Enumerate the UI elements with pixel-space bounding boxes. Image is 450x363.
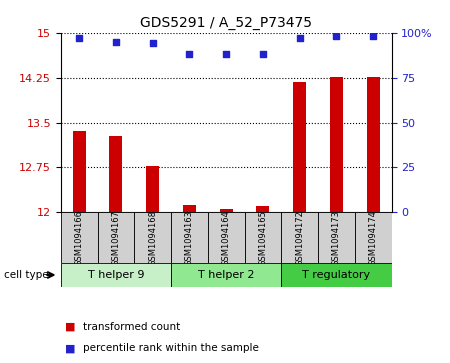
Bar	[146, 166, 159, 212]
Text: cell type: cell type	[4, 270, 49, 280]
Bar	[183, 205, 196, 212]
Text: GSM1094174: GSM1094174	[369, 210, 378, 266]
Bar	[61, 263, 171, 287]
Point	[296, 35, 303, 41]
Bar	[318, 212, 355, 263]
Text: GSM1094166: GSM1094166	[75, 210, 84, 266]
Text: T helper 9: T helper 9	[88, 270, 144, 280]
Point	[333, 33, 340, 39]
Bar	[355, 212, 392, 263]
Text: T regulatory: T regulatory	[302, 270, 370, 280]
Point	[186, 51, 193, 57]
Text: GSM1094167: GSM1094167	[112, 210, 121, 266]
Text: GSM1094173: GSM1094173	[332, 210, 341, 266]
Bar	[73, 131, 86, 212]
Text: GSM1094163: GSM1094163	[185, 210, 194, 266]
Bar	[171, 212, 208, 263]
Bar	[134, 212, 171, 263]
Bar	[293, 82, 306, 212]
Point	[259, 51, 266, 57]
Bar	[208, 212, 244, 263]
Text: percentile rank within the sample: percentile rank within the sample	[83, 343, 259, 354]
Text: GSM1094164: GSM1094164	[221, 210, 230, 266]
Text: ■: ■	[65, 322, 76, 332]
Bar	[281, 263, 392, 287]
Point	[76, 35, 83, 41]
Text: GSM1094168: GSM1094168	[148, 210, 157, 266]
Bar	[281, 212, 318, 263]
Text: T helper 2: T helper 2	[198, 270, 254, 280]
Point	[112, 39, 120, 45]
Point	[149, 41, 156, 46]
Bar	[109, 136, 122, 212]
Bar	[256, 207, 269, 212]
Bar	[367, 77, 379, 212]
Bar	[220, 209, 233, 212]
Bar	[171, 263, 281, 287]
Bar	[330, 77, 343, 212]
Point	[222, 51, 230, 57]
Point	[369, 33, 377, 39]
Text: ■: ■	[65, 343, 76, 354]
Text: transformed count: transformed count	[83, 322, 180, 332]
Bar	[98, 212, 134, 263]
Text: GSM1094165: GSM1094165	[258, 210, 267, 266]
Text: GSM1094172: GSM1094172	[295, 210, 304, 266]
Bar	[244, 212, 281, 263]
Title: GDS5291 / A_52_P73475: GDS5291 / A_52_P73475	[140, 16, 312, 30]
Bar	[61, 212, 98, 263]
